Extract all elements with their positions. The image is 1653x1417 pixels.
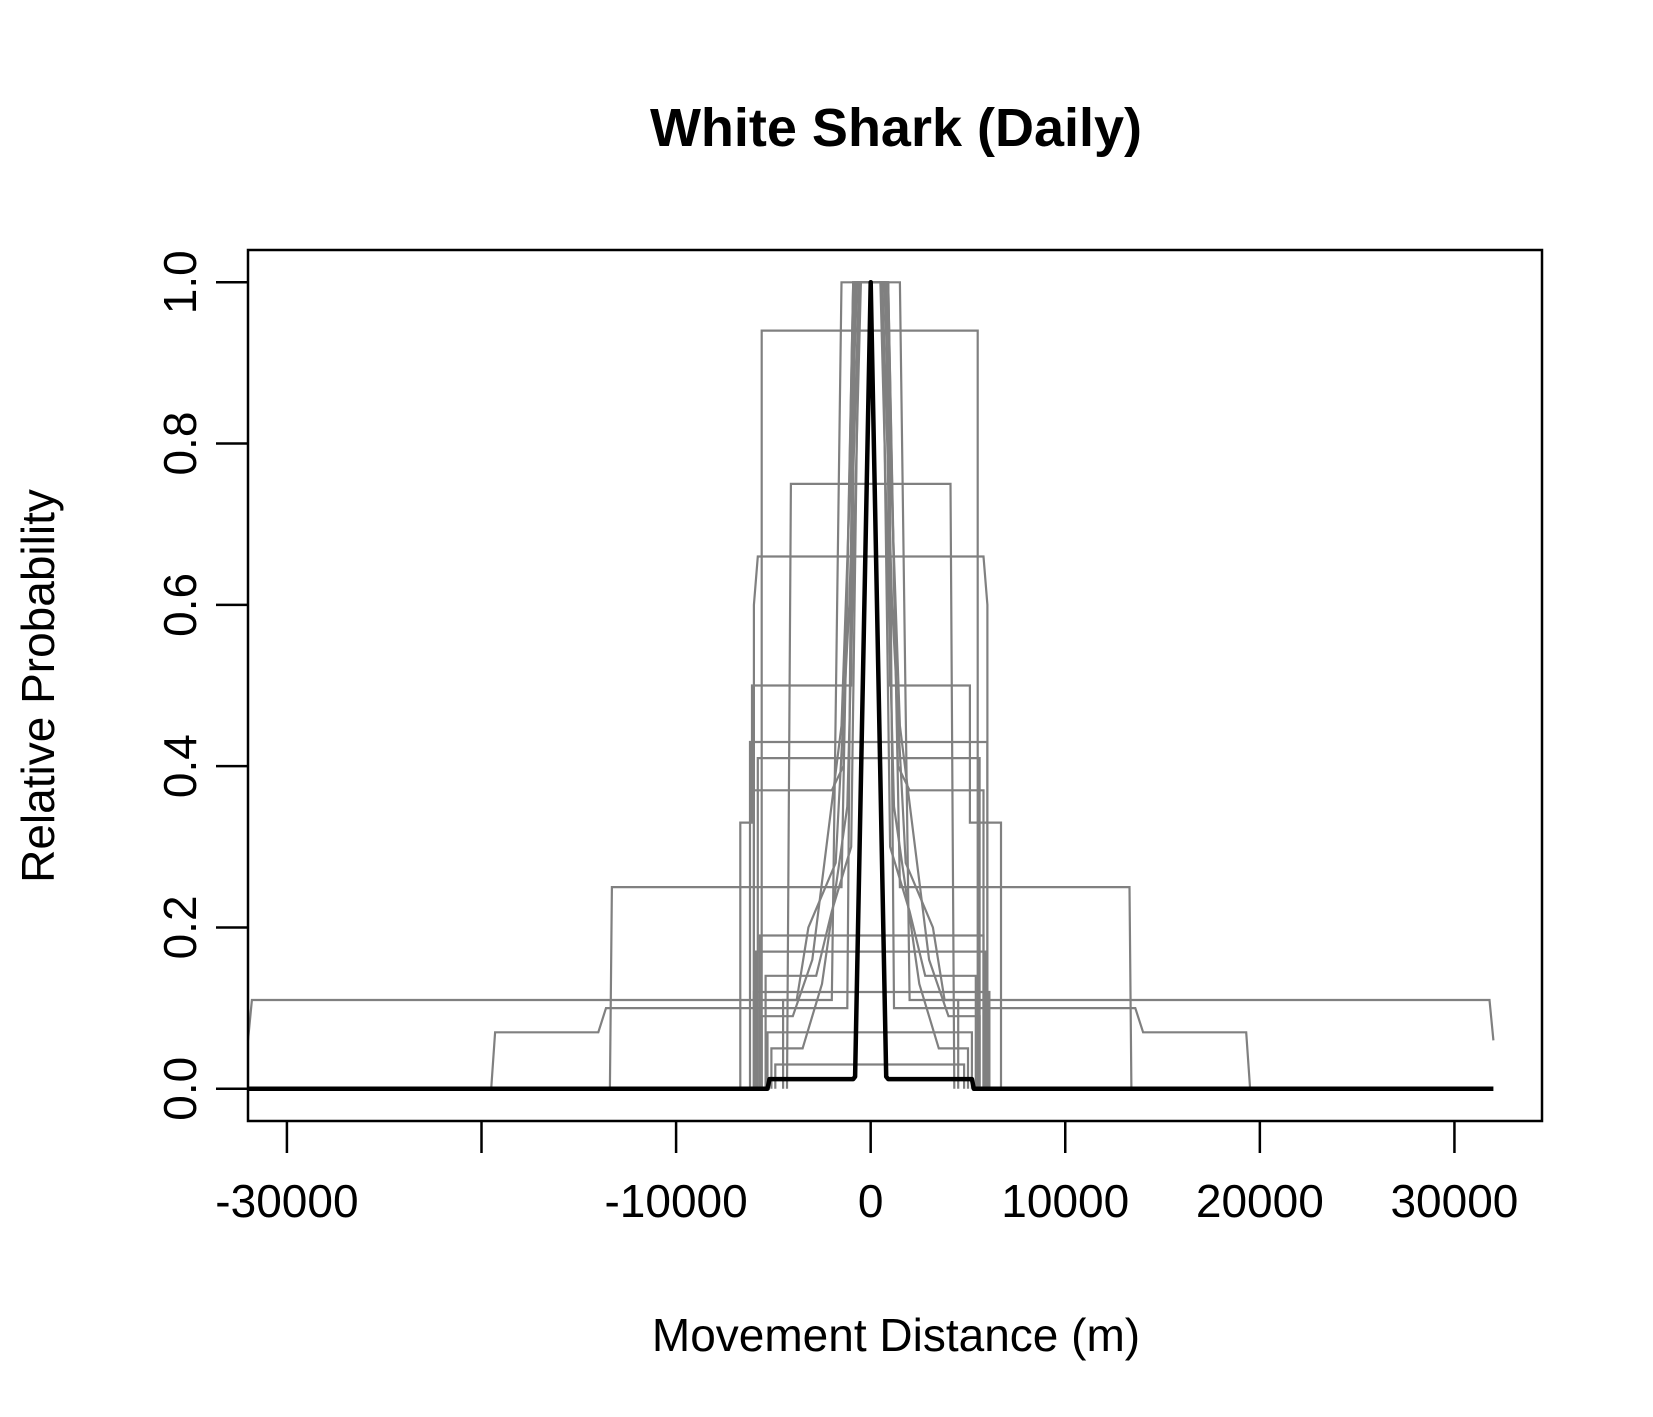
series-line-9 — [756, 757, 981, 1089]
series-line-7 — [739, 281, 1003, 1089]
y-tick-label-1: 0.2 — [154, 895, 206, 959]
series-line-2 — [490, 281, 1252, 1089]
x-tick-label-6: 30000 — [1390, 1175, 1518, 1227]
mean-layer — [248, 280, 1494, 1091]
series-line-11 — [758, 934, 985, 1089]
y-axis-label: Relative Probability — [12, 489, 64, 883]
series-line-5 — [785, 482, 956, 1089]
series-line-18 — [774, 1063, 966, 1089]
x-tick-label-0: -30000 — [215, 1175, 358, 1227]
chart-title: White Shark (Daily) — [650, 98, 1142, 158]
x-axis-label: Movement Distance (m) — [652, 1309, 1140, 1361]
y-tick-label-2: 0.4 — [154, 734, 206, 798]
series-line-12 — [754, 950, 987, 1089]
y-tick-label-0: 0.0 — [154, 1057, 206, 1121]
y-tick-label-5: 1.0 — [154, 250, 206, 314]
x-tick-label-5: 20000 — [1196, 1175, 1324, 1227]
series-line-8 — [748, 740, 989, 1089]
y-tick-label-4: 0.8 — [154, 412, 206, 476]
plot-series — [246, 281, 1495, 1089]
x-tick-label-3: 0 — [858, 1175, 884, 1227]
x-tick-label-4: 10000 — [1001, 1175, 1129, 1227]
series-line-3 — [608, 281, 1133, 1089]
y-tick-label-3: 0.6 — [154, 573, 206, 637]
x-axis: -30000 -10000 0 10000 20000 30000 — [215, 1121, 1518, 1227]
plot-frame — [246, 248, 1544, 1123]
x-tick-label-2: -10000 — [604, 1175, 747, 1227]
series-line-16 — [766, 1031, 973, 1089]
mean-curve-line — [248, 280, 1494, 1091]
series-line-14 — [752, 990, 991, 1089]
y-axis: 0.0 0.2 0.4 0.6 0.8 1.0 — [154, 250, 248, 1121]
